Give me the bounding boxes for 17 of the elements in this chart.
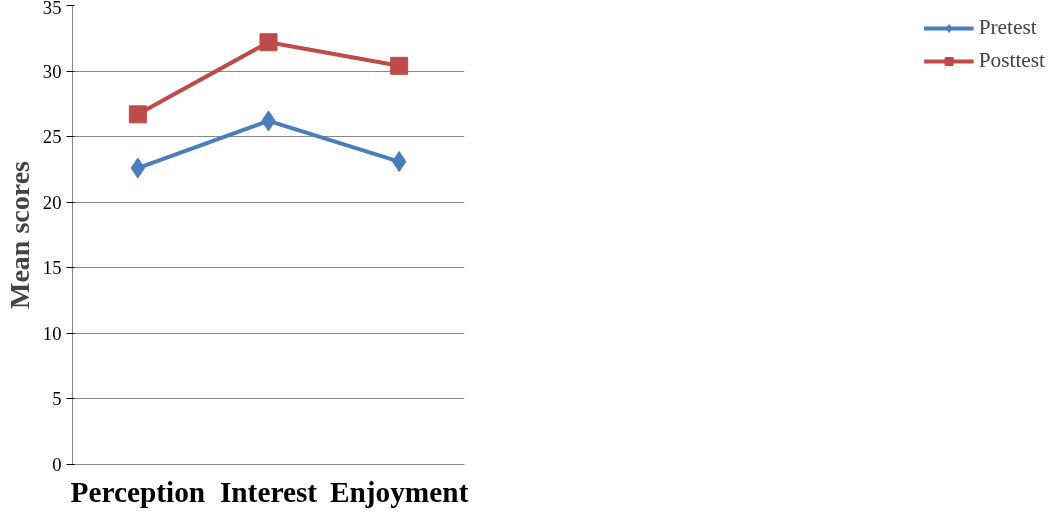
y-tick-label: 30 xyxy=(42,60,62,82)
y-tick-label: 15 xyxy=(42,257,62,279)
y-tick-label: 5 xyxy=(52,388,62,410)
y-tick-label: 25 xyxy=(42,126,62,148)
y-tick-label: 10 xyxy=(42,322,62,344)
point xyxy=(390,56,409,75)
x-tick-label: Perception xyxy=(70,475,206,508)
point xyxy=(128,105,147,124)
y-tick-label: 35 xyxy=(42,0,62,18)
x-tick-label: Enjoyment xyxy=(329,475,469,508)
point xyxy=(259,33,278,52)
x-tick-label: Interest xyxy=(219,475,318,508)
y-tick-label: 0 xyxy=(52,454,62,475)
legend-label: Pretest xyxy=(978,15,1037,40)
y-tick-label: 20 xyxy=(42,191,62,213)
y-axis-title: Mean scores xyxy=(3,160,35,309)
legend-label: Posttest xyxy=(978,48,1045,73)
